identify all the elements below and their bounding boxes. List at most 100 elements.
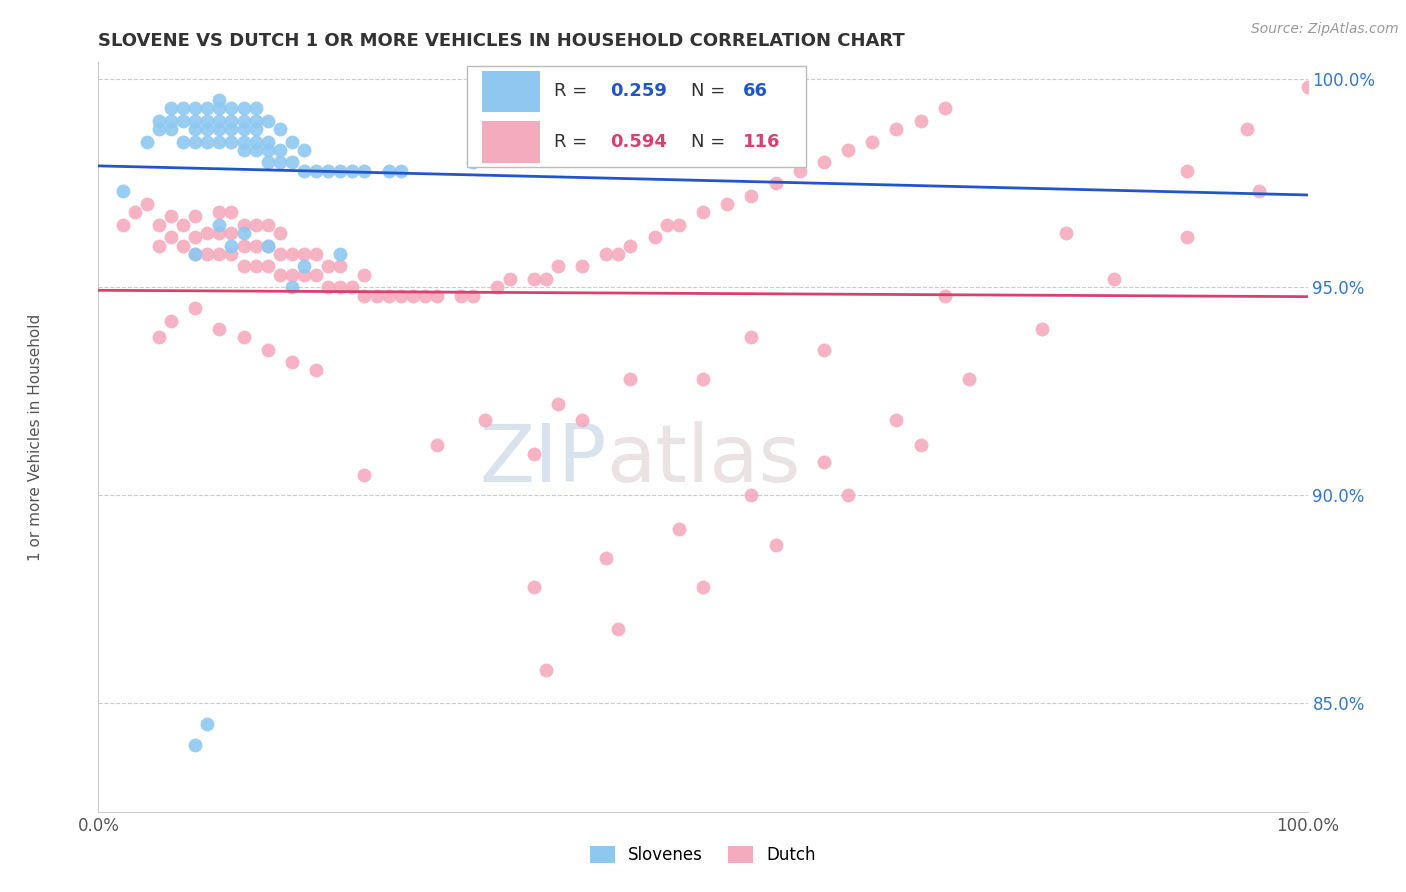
Point	[184, 247, 207, 261]
Point	[740, 488, 762, 502]
Point	[184, 101, 207, 115]
Point	[619, 238, 641, 252]
FancyBboxPatch shape	[482, 70, 540, 112]
Point	[208, 93, 231, 107]
Point	[655, 218, 678, 232]
Point	[957, 372, 980, 386]
Text: R =: R =	[554, 133, 593, 151]
Point	[208, 205, 231, 219]
Text: 0.594: 0.594	[610, 133, 666, 151]
Point	[160, 230, 183, 244]
Point	[184, 122, 207, 136]
Point	[245, 143, 267, 157]
Point	[232, 135, 254, 149]
Point	[148, 238, 170, 252]
Point	[269, 155, 291, 169]
Point	[353, 268, 375, 282]
Point	[256, 260, 278, 274]
Point	[184, 210, 207, 224]
Point	[269, 143, 291, 157]
Point	[523, 580, 546, 594]
Point	[221, 247, 243, 261]
Point	[486, 280, 509, 294]
Point	[692, 205, 714, 219]
Point	[886, 122, 908, 136]
Point	[160, 122, 183, 136]
Point	[813, 455, 835, 469]
Point	[245, 218, 267, 232]
Point	[426, 288, 449, 302]
Text: SLOVENE VS DUTCH 1 OR MORE VEHICLES IN HOUSEHOLD CORRELATION CHART: SLOVENE VS DUTCH 1 OR MORE VEHICLES IN H…	[98, 32, 905, 50]
Point	[281, 280, 304, 294]
Point	[837, 488, 859, 502]
Point	[184, 113, 207, 128]
Point	[148, 113, 170, 128]
Point	[221, 135, 243, 149]
Text: Source: ZipAtlas.com: Source: ZipAtlas.com	[1251, 22, 1399, 37]
Point	[232, 238, 254, 252]
Point	[305, 268, 328, 282]
Point	[934, 288, 956, 302]
Text: ZIP: ZIP	[479, 420, 606, 499]
Point	[765, 538, 787, 552]
Point	[1054, 226, 1077, 240]
Point	[316, 280, 339, 294]
Point	[269, 122, 291, 136]
Point	[221, 205, 243, 219]
Text: 116: 116	[742, 133, 780, 151]
Point	[607, 247, 630, 261]
Point	[221, 226, 243, 240]
Text: N =: N =	[690, 133, 731, 151]
Point	[281, 155, 304, 169]
Text: R =: R =	[554, 82, 593, 101]
Point	[184, 135, 207, 149]
Point	[269, 247, 291, 261]
Point	[534, 272, 557, 286]
Point	[329, 280, 352, 294]
Point	[184, 738, 207, 752]
Point	[789, 163, 811, 178]
Point	[195, 113, 218, 128]
Point	[910, 113, 932, 128]
Point	[595, 247, 617, 261]
Point	[232, 101, 254, 115]
Point	[305, 247, 328, 261]
Point	[256, 238, 278, 252]
Point	[256, 113, 278, 128]
Point	[813, 343, 835, 357]
Point	[208, 122, 231, 136]
Point	[353, 288, 375, 302]
Point	[208, 247, 231, 261]
Point	[232, 143, 254, 157]
Point	[232, 260, 254, 274]
Point	[208, 101, 231, 115]
Point	[195, 717, 218, 731]
Point	[389, 163, 412, 178]
Point	[692, 372, 714, 386]
Point	[184, 247, 207, 261]
Point	[195, 122, 218, 136]
Point	[837, 143, 859, 157]
Point	[342, 163, 364, 178]
Point	[172, 238, 194, 252]
Point	[463, 288, 485, 302]
Point	[353, 467, 375, 482]
Point	[547, 260, 569, 274]
Point	[571, 260, 593, 274]
Point	[305, 363, 328, 377]
Point	[269, 226, 291, 240]
Point	[184, 301, 207, 315]
Point	[208, 113, 231, 128]
Point	[160, 210, 183, 224]
Point	[329, 260, 352, 274]
Point	[1249, 185, 1271, 199]
Point	[232, 113, 254, 128]
Point	[245, 238, 267, 252]
Point	[765, 176, 787, 190]
Point	[245, 260, 267, 274]
Point	[195, 247, 218, 261]
Point	[668, 522, 690, 536]
Point	[1175, 163, 1198, 178]
FancyBboxPatch shape	[482, 121, 540, 162]
Point	[245, 101, 267, 115]
